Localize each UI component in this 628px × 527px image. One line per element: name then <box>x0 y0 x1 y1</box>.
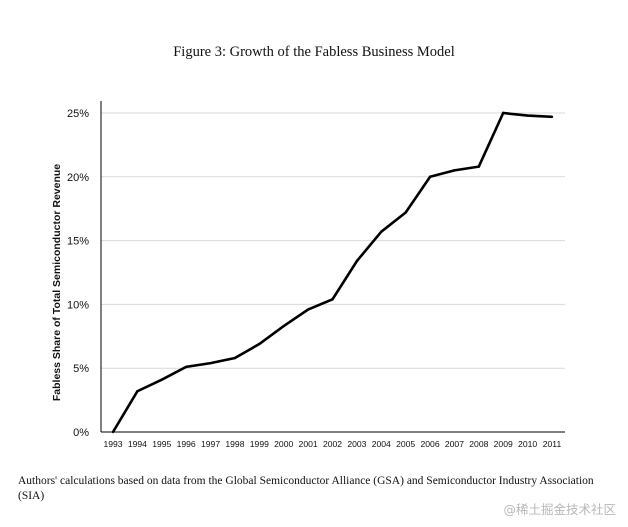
x-tick-label: 2006 <box>420 439 439 449</box>
x-tick-label: 1997 <box>201 439 220 449</box>
x-tick-label: 2010 <box>518 439 537 449</box>
y-tick-label: 25% <box>67 108 89 120</box>
data-point <box>306 308 310 311</box>
data-point <box>428 175 432 178</box>
data-point <box>258 342 261 346</box>
data-point <box>355 259 359 263</box>
axes <box>100 101 565 433</box>
x-tick-label: 2009 <box>494 439 513 449</box>
data-point <box>233 356 237 360</box>
series-line <box>111 111 553 433</box>
x-tick-label: 2007 <box>445 439 464 449</box>
data-point <box>282 324 285 328</box>
data-point <box>477 165 481 168</box>
x-tick-label: 1996 <box>177 439 196 449</box>
y-tick-label: 15% <box>67 236 89 248</box>
line-chart: 0%5%10%15%20%25% 1993 1994 1995 1996 1997 199… <box>51 101 565 449</box>
x-tick-label: 1993 <box>103 439 122 449</box>
y-tick-labels: 0% 5% 10% 15% 20% 25% <box>67 108 89 439</box>
x-tick-label: 2003 <box>347 439 366 449</box>
y-tick-label: 5% <box>73 363 89 375</box>
y-tick-label: 0% <box>73 427 89 439</box>
data-point <box>184 365 188 369</box>
x-tick-label: 1994 <box>128 439 147 449</box>
data-point <box>526 114 529 117</box>
figure-title: Figure 3: Growth of the Fabless Business… <box>173 44 455 60</box>
x-tick-label: 2011 <box>543 439 562 449</box>
x-tick-label: 1998 <box>225 439 244 449</box>
data-point <box>209 361 212 365</box>
x-tick-label: 2004 <box>372 439 391 449</box>
gridlines <box>101 112 565 369</box>
x-tick-label: 2000 <box>274 439 293 449</box>
y-tick-label: 10% <box>67 299 89 311</box>
data-point <box>160 378 163 381</box>
watermark: @稀土掘金技术社区 <box>503 502 616 517</box>
x-tick-labels: 1993 1994 1995 1996 1997 1998 1999 2000 2001 2002… <box>103 439 561 449</box>
data-point <box>111 430 115 434</box>
y-tick-label: 20% <box>67 172 89 184</box>
x-tick-label: 1995 <box>152 439 171 449</box>
data-point <box>380 230 383 233</box>
x-tick-label: 2001 <box>299 439 318 449</box>
x-tick-label: 2008 <box>469 439 488 449</box>
data-point <box>502 111 505 115</box>
data-series <box>111 111 554 434</box>
x-tick-label: 2005 <box>396 439 415 449</box>
y-axis-label: Fabless Share of Total Semiconductor Rev… <box>51 164 63 401</box>
data-point <box>331 298 334 301</box>
data-point <box>404 211 407 214</box>
data-point <box>136 389 139 393</box>
data-point <box>453 169 456 172</box>
x-tick-label: 2002 <box>323 439 342 449</box>
figure-caption: Authors' calculations based on data from… <box>18 475 594 502</box>
data-point <box>550 115 554 119</box>
x-tick-label: 1999 <box>250 439 269 449</box>
